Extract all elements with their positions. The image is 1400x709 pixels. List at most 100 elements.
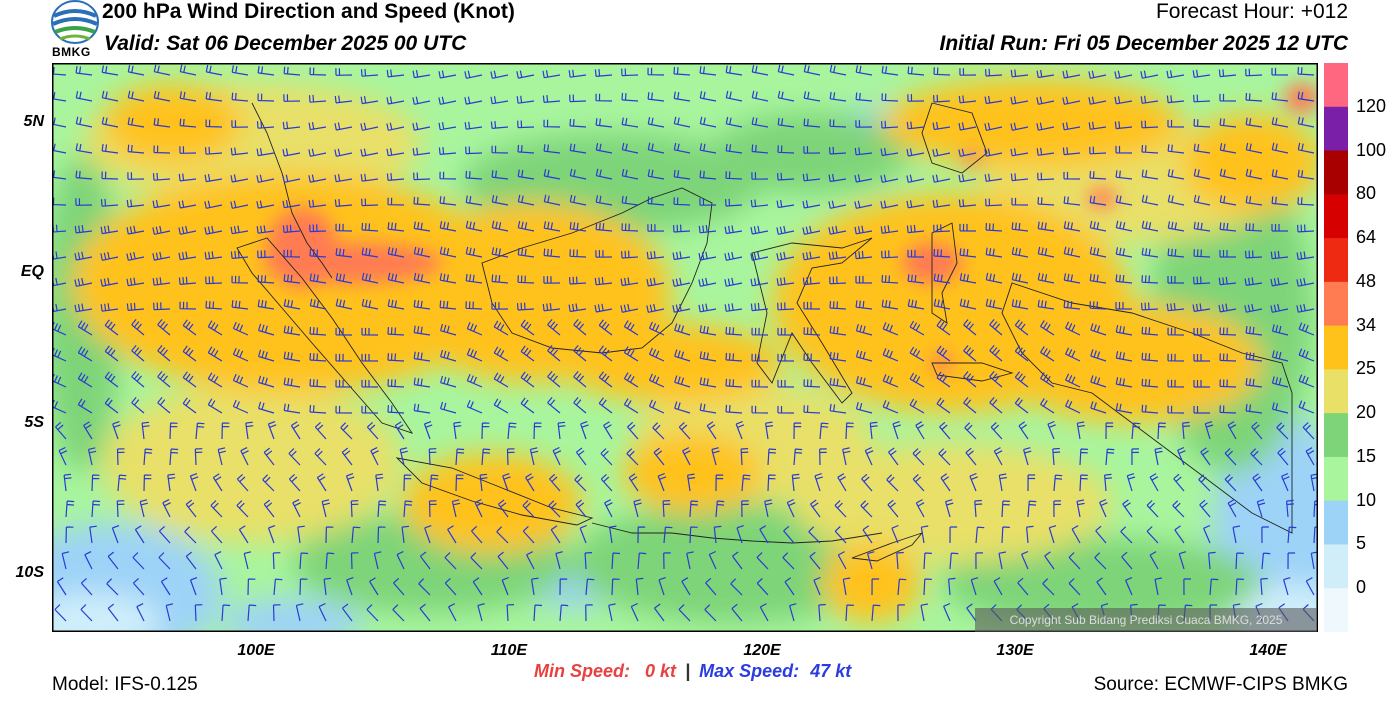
wind-barb xyxy=(1104,473,1112,492)
wind-barb xyxy=(101,90,119,102)
wind-barb xyxy=(1063,196,1081,206)
wind-barb xyxy=(258,401,275,414)
wind-barb xyxy=(1001,500,1010,518)
wind-barb xyxy=(646,277,665,287)
lat-label-5n: 5N xyxy=(23,113,44,130)
wind-barb xyxy=(257,93,275,102)
wind-barb xyxy=(464,70,483,79)
wind-barb xyxy=(178,251,197,261)
wind-barb xyxy=(678,421,691,440)
colorbar-label: 48 xyxy=(1356,270,1377,291)
wind-barb xyxy=(860,500,873,518)
wind-barb xyxy=(335,248,353,258)
wind-barb xyxy=(232,373,249,388)
wind-barb xyxy=(481,448,491,466)
wind-barb xyxy=(283,66,301,76)
wind-barb xyxy=(682,447,691,466)
colorbar-segment xyxy=(1324,544,1348,589)
wind-barb xyxy=(861,473,873,492)
wind-barb xyxy=(595,222,613,232)
wind-barb xyxy=(1166,95,1185,104)
wind-barb xyxy=(387,299,405,310)
wind-barb xyxy=(966,603,977,622)
wind-barb xyxy=(1219,379,1237,388)
map-frame xyxy=(52,63,1318,632)
wind-barb xyxy=(491,170,509,180)
colorbar-label: 120 xyxy=(1356,95,1387,116)
wind-barb xyxy=(65,526,74,544)
wind-barb xyxy=(153,302,171,311)
wind-barb xyxy=(231,92,249,102)
wind-barb xyxy=(100,277,119,287)
wind-barb xyxy=(819,422,829,440)
wind-barb xyxy=(1219,327,1237,336)
wind-barb xyxy=(1063,273,1081,284)
wind-barb xyxy=(751,90,769,102)
lon-label-110e: 110E xyxy=(490,642,528,659)
wind-barb xyxy=(334,95,353,104)
wind-barb xyxy=(867,551,875,570)
wind-barb xyxy=(1270,250,1289,260)
wind-barb xyxy=(75,90,93,102)
wind-barb xyxy=(75,116,93,128)
wind-speed-field xyxy=(52,78,1318,632)
wind-barb xyxy=(477,603,485,622)
wind-barb xyxy=(789,603,797,622)
wind-barb xyxy=(948,577,956,596)
wind-barb xyxy=(818,603,826,622)
wind-barb xyxy=(854,250,873,260)
wind-barb xyxy=(413,325,431,336)
wind-barb xyxy=(776,251,795,261)
wind-barb xyxy=(87,447,97,466)
wind-barb xyxy=(153,117,171,128)
wind-barb xyxy=(621,168,639,180)
wind-barb xyxy=(933,248,951,258)
wind-barb xyxy=(1172,500,1185,518)
wind-barb xyxy=(725,116,743,128)
wind-barb xyxy=(1089,273,1107,284)
wind-barb xyxy=(985,198,1003,207)
wind-barb xyxy=(179,118,197,128)
wind-barb xyxy=(258,375,275,388)
wind-barb xyxy=(399,447,408,466)
wind-barb xyxy=(412,122,431,131)
wind-barb xyxy=(1193,221,1211,232)
wind-barb xyxy=(647,116,665,128)
wind-barb xyxy=(555,551,563,570)
wind-barb xyxy=(412,69,431,79)
wind-barb xyxy=(1232,525,1241,544)
wind-barb xyxy=(637,552,647,570)
wind-barb xyxy=(855,350,873,362)
wind-barb xyxy=(493,398,509,414)
wind-barb xyxy=(419,603,431,622)
wind-barb xyxy=(751,144,769,154)
wind-barb xyxy=(290,421,301,440)
wind-barb xyxy=(881,299,899,310)
colorbar-label: 0 xyxy=(1356,577,1367,598)
wind-barb xyxy=(526,551,535,570)
wind-barb xyxy=(308,148,327,157)
wind-barb xyxy=(257,299,275,310)
wind-barb xyxy=(297,525,305,544)
wind-barb xyxy=(1245,326,1263,336)
wind-barb xyxy=(334,148,353,157)
wind-barb xyxy=(219,577,227,596)
wind-barb xyxy=(678,604,691,622)
wind-barb xyxy=(594,303,613,313)
wind-barb xyxy=(1037,172,1055,181)
wind-barb xyxy=(989,371,1003,388)
wind-barb xyxy=(803,353,821,362)
wind-barb xyxy=(1209,578,1219,596)
wind-barb xyxy=(52,251,67,260)
wind-barb xyxy=(764,499,773,518)
colorbar-label: 10 xyxy=(1356,489,1377,510)
wind-barb xyxy=(803,146,821,154)
wind-barb xyxy=(897,604,905,622)
wind-barb xyxy=(575,499,587,518)
wind-barb xyxy=(101,65,119,76)
wind-barb xyxy=(496,526,509,544)
wind-barb xyxy=(1283,577,1291,596)
wind-barb xyxy=(784,577,795,596)
wind-barb xyxy=(204,173,223,183)
wind-barb xyxy=(75,198,93,206)
